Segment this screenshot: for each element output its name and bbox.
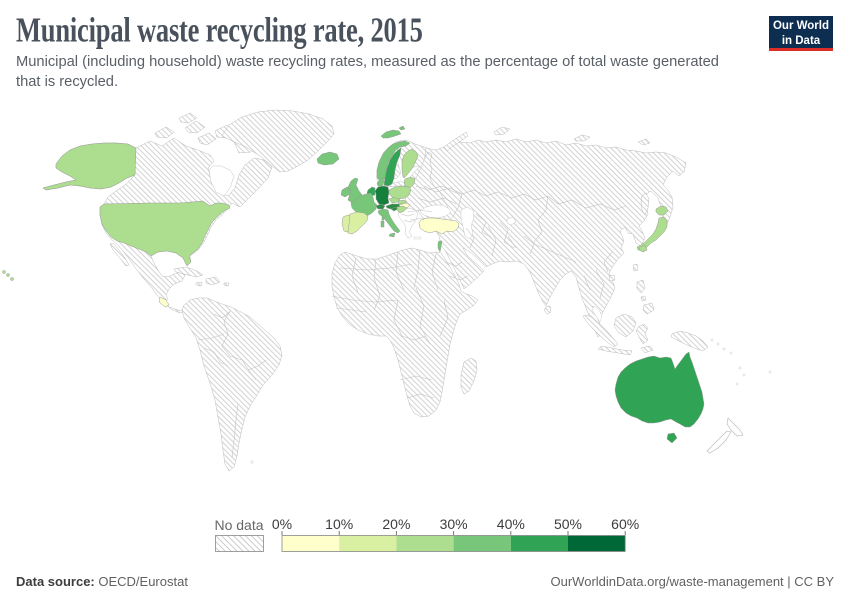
- svg-text:20%: 20%: [382, 516, 410, 532]
- svg-text:10%: 10%: [325, 516, 353, 532]
- svg-text:30%: 30%: [440, 516, 468, 532]
- svg-text:No data: No data: [214, 517, 263, 533]
- svg-text:40%: 40%: [497, 516, 525, 532]
- svg-text:50%: 50%: [554, 516, 582, 532]
- svg-text:60%: 60%: [611, 516, 639, 532]
- svg-text:0%: 0%: [272, 516, 292, 532]
